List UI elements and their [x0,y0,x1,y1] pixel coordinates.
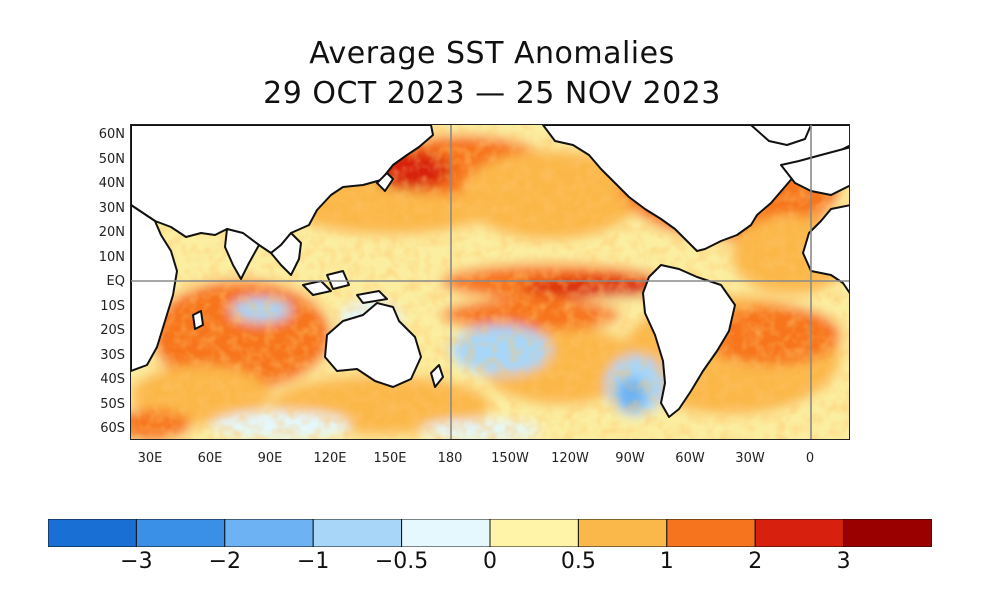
sst-anomaly-map [130,124,850,440]
longitude-label: 30E [137,451,163,466]
land-west-africa [802,204,849,294]
land-australia [324,302,422,388]
latitude-label: 30N [98,200,125,216]
longitude-label: 150E [373,451,407,466]
colorbar-tick-label: 0 [483,549,497,574]
latitude-label: 50S [100,396,125,412]
figure-date-range: 29 OCT 2023 — 25 NOV 2023 [263,76,721,111]
colorbar-swatch [312,519,403,547]
longitude-label: 30W [735,451,765,466]
latitude-label: 30S [100,347,125,363]
land-south-america [642,264,736,418]
longitude-label: 180 [437,451,463,466]
colorbar-tick-label: 2 [748,549,763,574]
latitude-label: 20S [100,323,125,338]
map-canvas [131,125,849,439]
latitude-label: 10S [100,298,125,314]
land-greenland [750,125,812,146]
latitude-label: 10N [98,249,125,265]
land-europe [780,146,849,196]
colorbar-swatch [666,519,756,547]
longitude-label: 90W [615,451,645,466]
colorbar [48,519,932,547]
colorbar-tick-label: 0.5 [560,549,596,574]
longitude-label: 120W [551,451,589,466]
land-new-zealand [430,364,444,388]
colorbar-tick-label: 3 [836,549,851,574]
colorbar-swatch [48,519,137,547]
latitude-label: 60N [98,127,125,142]
land-india [224,228,260,280]
longitude-label: 150W [491,451,529,466]
land-madagascar [192,310,204,330]
latitude-label: 20N [98,225,125,240]
figure-title: Average SST Anomalies [309,36,675,71]
colorbar-tick-label: 1 [659,549,674,574]
longitude-label: 0 [805,451,815,466]
colorbar-swatch [224,519,314,547]
colorbar-swatch [489,519,579,547]
reference-lines [131,125,849,439]
longitude-label: 60W [675,451,705,466]
longitude-label: 120E [313,451,347,466]
latitude-label: 50N [98,151,125,167]
colorbar-tick-label: −1 [296,549,330,574]
latitude-label: 40N [98,176,125,191]
longitude-label: 60E [197,451,223,466]
colorbar-swatch [401,519,491,547]
longitude-label: 90E [257,451,283,466]
colorbar-swatch [135,519,226,547]
land-sumatra [302,280,332,296]
latitude-label: EQ [106,274,125,289]
land-africa [131,204,178,372]
colorbar-tick-label: −2 [208,549,242,574]
land-masses [131,125,849,418]
colorbar-swatch [754,519,845,547]
colorbar-swatch [577,519,668,547]
land-indochina [270,232,302,276]
colorbar-tick-label: −3 [120,549,153,574]
colorbar-swatch [843,519,932,547]
land-borneo [326,270,350,290]
land-new-guinea [356,290,388,304]
latitude-label: 60S [100,421,125,436]
latitude-label: 40S [100,372,125,387]
land-japan [376,172,394,192]
colorbar-tick-label: −0.5 [374,549,429,574]
